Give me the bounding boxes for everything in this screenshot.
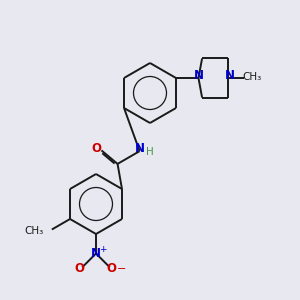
Text: H: H: [146, 147, 154, 157]
Text: N: N: [225, 69, 235, 82]
Text: N: N: [91, 247, 101, 260]
Text: N: N: [194, 69, 203, 82]
Text: CH₃: CH₃: [24, 226, 44, 236]
Text: −: −: [116, 264, 126, 274]
Text: CH₃: CH₃: [243, 72, 262, 82]
Text: O: O: [74, 262, 84, 275]
Text: O: O: [106, 262, 116, 275]
Text: O: O: [91, 142, 101, 155]
Text: +: +: [99, 245, 106, 254]
Text: N: N: [135, 142, 145, 154]
